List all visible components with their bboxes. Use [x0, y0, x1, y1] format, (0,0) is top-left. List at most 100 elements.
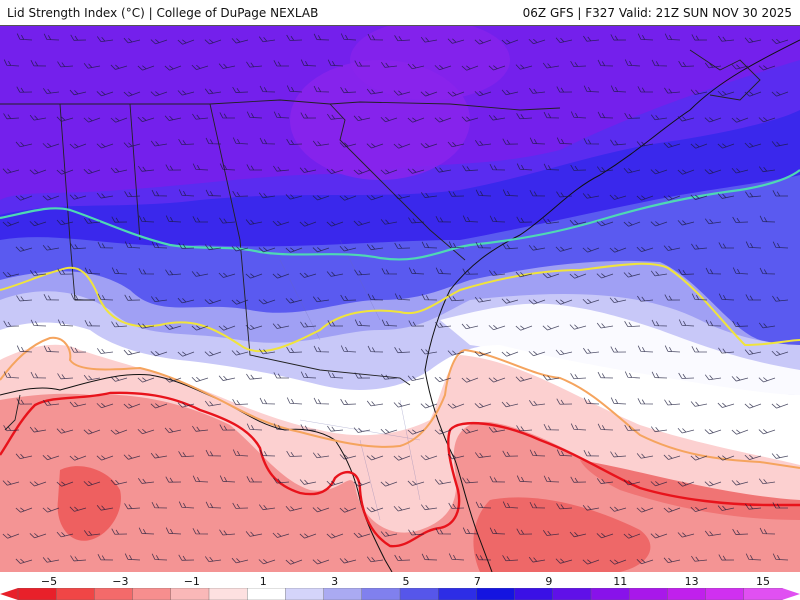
- wind-barb: [286, 138, 303, 145]
- wind-barb: [421, 241, 438, 249]
- wind-barb: [570, 476, 587, 483]
- wind-barb: [178, 139, 195, 146]
- colorbar-swatch: [705, 588, 745, 600]
- wind-barb: [556, 191, 573, 198]
- wind-barb: [516, 425, 533, 432]
- wind-barb: [732, 216, 749, 223]
- wind-barb: [772, 553, 789, 561]
- wind-barb: [732, 267, 749, 275]
- wind-barb: [110, 479, 128, 486]
- wind-barb: [462, 268, 479, 275]
- wind-barb: [731, 429, 749, 435]
- wind-barb: [205, 137, 222, 145]
- wind-barb: [15, 195, 33, 201]
- wind-barb: [732, 320, 749, 327]
- wind-barb: [110, 64, 128, 70]
- wind-barb: [704, 169, 722, 175]
- wind-barb: [84, 319, 101, 327]
- wind-barb: [354, 269, 371, 276]
- wind-barb: [420, 192, 438, 198]
- wind-barb: [704, 62, 722, 69]
- wind-barb: [111, 528, 128, 535]
- wind-barb: [191, 64, 209, 70]
- wind-barb: [286, 85, 303, 93]
- colorbar-tick-label: 13: [684, 575, 699, 588]
- wind-barb: [327, 425, 344, 432]
- wind-barb: [137, 65, 155, 71]
- wind-barb: [624, 424, 641, 431]
- wind-barb: [516, 528, 533, 535]
- wind-barb: [340, 33, 357, 41]
- wind-barb: [42, 454, 60, 461]
- wind-barb: [623, 272, 641, 278]
- wind-barb: [15, 141, 33, 148]
- wind-barb: [258, 36, 276, 43]
- wind-barb: [597, 423, 614, 431]
- wind-barb: [461, 428, 479, 434]
- wind-barb: [16, 345, 33, 353]
- wind-barb: [542, 530, 560, 536]
- wind-barb: [245, 324, 263, 330]
- wind-barb: [178, 554, 195, 561]
- wind-barb: [366, 455, 384, 461]
- wind-barb: [124, 191, 141, 198]
- wind-barb: [434, 376, 452, 383]
- wind-barb: [340, 294, 357, 301]
- wind-barb: [232, 449, 249, 457]
- wind-barb: [380, 531, 398, 537]
- wind-barb: [2, 221, 20, 227]
- wind-barb: [138, 165, 155, 172]
- wind-barb: [231, 299, 249, 305]
- wind-barb: [3, 371, 20, 379]
- wind-barb: [299, 167, 317, 173]
- wind-barb: [772, 295, 789, 302]
- wind-barb: [273, 423, 290, 431]
- wind-barb: [205, 189, 222, 197]
- wind-barb: [488, 114, 506, 121]
- wind-barb: [219, 217, 236, 224]
- wind-barb: [771, 91, 789, 97]
- wind-barb: [718, 242, 735, 249]
- wind-barb: [272, 273, 290, 279]
- wind-barb: [84, 267, 101, 275]
- wind-barb: [3, 320, 20, 327]
- wind-barb: [150, 39, 168, 45]
- wind-barb: [690, 401, 708, 407]
- wind-barb: [69, 143, 87, 149]
- wind-barb: [96, 455, 114, 461]
- wind-barb: [29, 169, 47, 175]
- wind-barb: [583, 450, 600, 457]
- wind-barb: [609, 297, 627, 304]
- wind-barb: [381, 373, 398, 380]
- wind-barb: [177, 39, 195, 45]
- wind-barb: [285, 559, 303, 565]
- wind-barb: [435, 267, 452, 275]
- wind-barb: [690, 194, 708, 200]
- wind-barb: [178, 242, 195, 249]
- map-panel[interactable]: [0, 26, 800, 572]
- wind-barb: [96, 91, 114, 97]
- wind-barb: [124, 503, 141, 510]
- wind-barb: [56, 428, 74, 434]
- wind-barb: [394, 35, 411, 42]
- wind-barb: [354, 319, 371, 327]
- wind-barb: [231, 350, 249, 356]
- wind-barb: [259, 449, 276, 457]
- wind-barb: [462, 527, 479, 535]
- wind-barb: [367, 293, 384, 301]
- wind-barb: [57, 319, 74, 327]
- wind-barb: [83, 374, 101, 381]
- wind-barb: [758, 429, 776, 435]
- wind-barb: [366, 88, 384, 95]
- wind-barb: [42, 142, 60, 149]
- wind-barb: [204, 88, 222, 95]
- wind-barb: [502, 243, 519, 250]
- wind-barb: [151, 189, 168, 197]
- wind-barb: [434, 429, 452, 435]
- wind-barb: [407, 480, 425, 486]
- wind-barb: [138, 268, 155, 275]
- wind-barb: [299, 272, 317, 278]
- wind-barb: [758, 117, 776, 123]
- wind-barb: [285, 247, 303, 253]
- colorbar-swatch: [132, 588, 172, 600]
